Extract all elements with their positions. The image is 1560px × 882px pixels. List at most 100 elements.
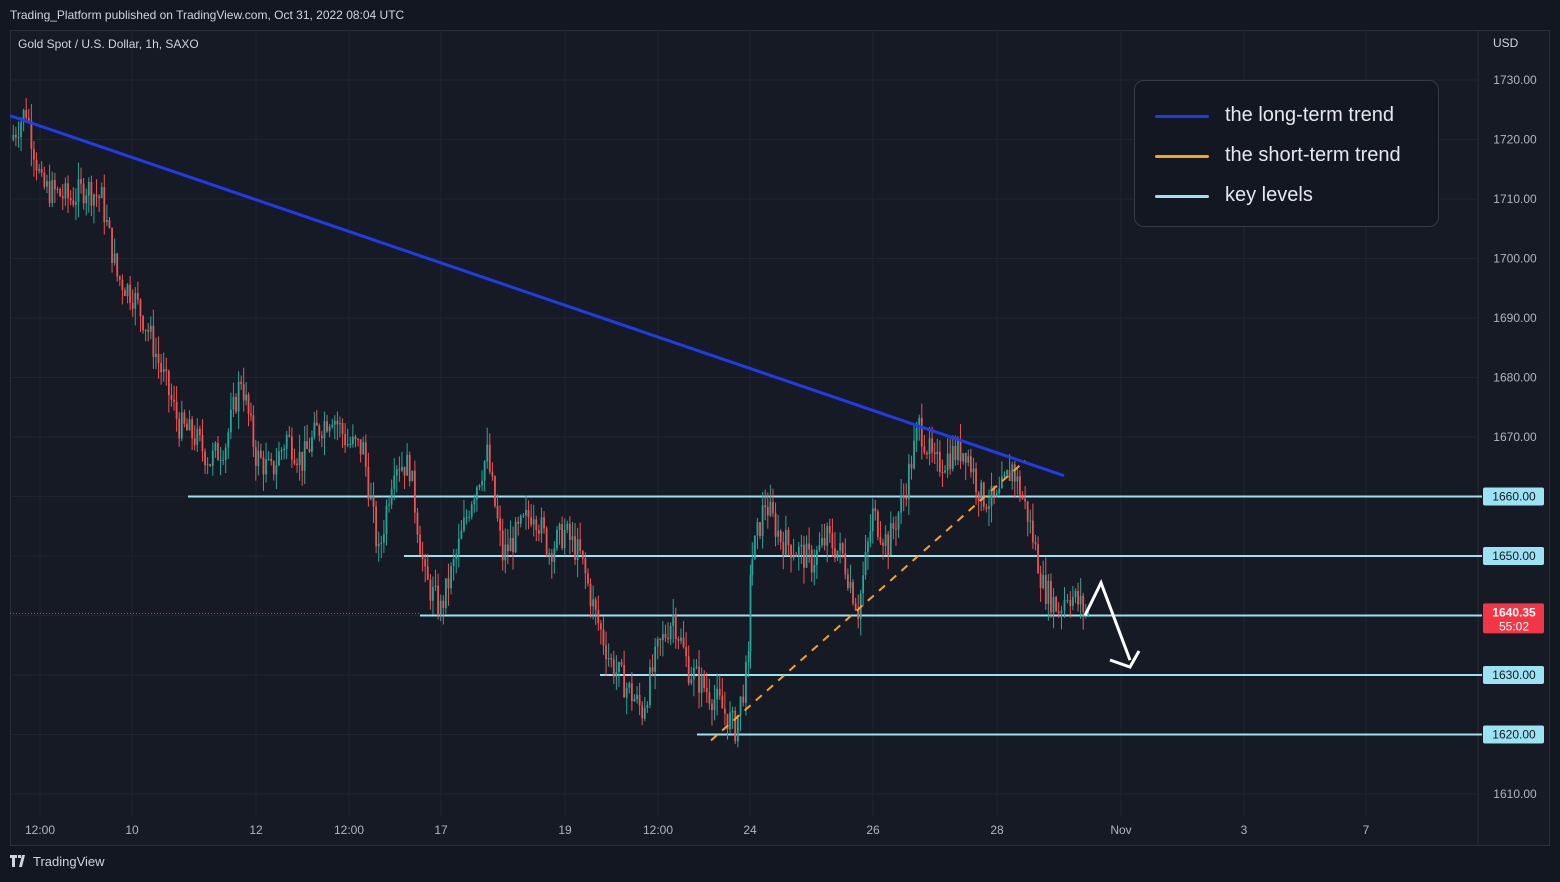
candle-body xyxy=(354,436,357,440)
candle-body xyxy=(501,530,504,561)
candle-body xyxy=(764,505,767,507)
candle-body xyxy=(344,434,347,446)
candle-body xyxy=(553,548,556,562)
candle-body xyxy=(711,703,713,711)
candle-body xyxy=(761,505,764,537)
time-axis-label: 12:00 xyxy=(25,823,55,837)
candle-body xyxy=(537,530,540,534)
candle-body xyxy=(828,526,831,534)
candle-body xyxy=(988,506,990,509)
candle-body xyxy=(1029,520,1032,522)
candle-body xyxy=(813,565,816,573)
candle-body xyxy=(460,530,463,539)
candle-body xyxy=(558,524,561,530)
candle-body xyxy=(667,637,669,640)
candle-body xyxy=(602,629,605,646)
candle-body xyxy=(1057,611,1060,614)
candle-body xyxy=(406,454,409,476)
candle-body xyxy=(597,609,600,624)
candle-body xyxy=(784,530,787,555)
candle-body xyxy=(918,417,921,428)
candle-body xyxy=(540,517,543,534)
legend-label: the short-term trend xyxy=(1225,144,1401,166)
candle-body xyxy=(519,515,522,524)
candle-body xyxy=(351,436,354,445)
candle-body xyxy=(517,521,520,524)
candle-body xyxy=(270,458,273,462)
candle-body xyxy=(20,122,22,138)
candle-body xyxy=(72,200,75,205)
candle-body xyxy=(245,394,248,401)
legend-item-key-levels: key levels xyxy=(1135,181,1438,211)
candle-body xyxy=(252,415,255,447)
candle-body xyxy=(473,499,476,505)
candle-body xyxy=(854,603,857,610)
candle-body xyxy=(377,543,380,547)
candle-body xyxy=(175,401,178,419)
candle-body xyxy=(734,710,737,742)
candle-body xyxy=(224,447,227,460)
candle-body xyxy=(826,526,829,546)
candle-body xyxy=(982,482,985,507)
candle-body xyxy=(933,452,936,455)
projection-arrow xyxy=(1083,578,1141,669)
candle-body xyxy=(862,575,865,594)
legend-swatch-key-levels xyxy=(1155,195,1209,198)
candle-body xyxy=(692,667,695,680)
candle-body xyxy=(705,688,708,693)
candle-body xyxy=(470,504,473,517)
candle-body xyxy=(257,450,260,467)
candle-body xyxy=(43,172,46,187)
candle-body xyxy=(1042,575,1045,588)
candle-body xyxy=(995,493,998,496)
tradingview-logo[interactable]: TradingView xyxy=(10,854,105,869)
candle-body xyxy=(463,517,465,531)
candle-body xyxy=(884,534,887,546)
symbol-title[interactable]: Gold Spot / U.S. Dollar, 1h, SAXO xyxy=(18,37,199,51)
candle-body xyxy=(1008,470,1011,481)
candle-body xyxy=(1003,474,1006,477)
candle-body xyxy=(196,428,199,445)
candle-body xyxy=(787,530,790,546)
time-axis-label: 3 xyxy=(1241,823,1248,837)
price-axis-label: 1700.00 xyxy=(1493,252,1537,266)
candle-body xyxy=(561,524,564,549)
candle-body xyxy=(944,470,946,473)
candle-body xyxy=(772,501,774,514)
candle-body xyxy=(157,353,160,363)
candle-body xyxy=(488,444,491,472)
candle-body xyxy=(795,555,798,557)
candle-body xyxy=(237,381,240,412)
candle-body xyxy=(346,444,349,446)
candle-body xyxy=(318,425,321,436)
candle-body xyxy=(17,137,20,139)
candle-body xyxy=(12,134,15,140)
candle-body xyxy=(682,637,685,647)
candle-body xyxy=(964,453,967,463)
key-level-tag xyxy=(1483,487,1544,506)
price-axis-label: 1730.00 xyxy=(1493,73,1537,87)
candle-body xyxy=(587,573,589,584)
candle-body xyxy=(483,461,486,481)
key-level-tag xyxy=(1483,666,1544,684)
candle-body xyxy=(247,394,250,414)
candle-body xyxy=(198,428,201,436)
candle-body xyxy=(623,664,626,698)
candle-body xyxy=(574,536,576,561)
candle-body xyxy=(25,110,28,118)
key-level-tag xyxy=(1483,725,1544,744)
candle-body xyxy=(429,579,432,601)
candle-body xyxy=(306,441,309,449)
candle-body xyxy=(64,183,67,199)
candle-body xyxy=(633,699,636,702)
candle-body xyxy=(219,459,222,461)
candle-body xyxy=(59,189,62,197)
candle-body xyxy=(607,658,610,660)
candle-body xyxy=(532,519,535,525)
brand-name: TradingView xyxy=(33,854,105,869)
candle-body xyxy=(85,195,88,204)
candle-body xyxy=(643,708,646,719)
price-axis-label: 1720.00 xyxy=(1493,133,1537,147)
candle-body xyxy=(753,535,756,560)
